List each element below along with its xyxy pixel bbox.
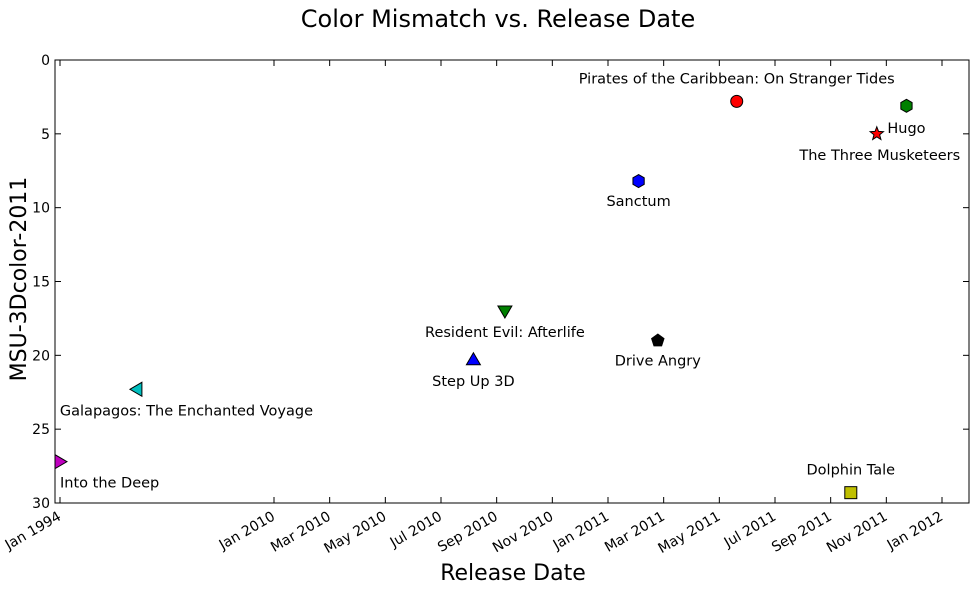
y-tick-label: 5: [41, 127, 50, 143]
y-tick-label: 30: [32, 496, 50, 512]
x-tick-label: Jan 1994: [2, 509, 64, 554]
marker-triangle-up: [465, 351, 482, 366]
point-label: Sanctum: [606, 194, 670, 210]
x-tick-label: Sep 2010: [435, 509, 501, 556]
chart-title: Color Mismatch vs. Release Date: [301, 5, 695, 33]
point-label: Galapagos: The Enchanted Voyage: [60, 403, 313, 419]
point-label: Dolphin Tale: [807, 463, 896, 479]
data-points: [54, 94, 913, 500]
plot-area: [54, 59, 970, 504]
marker-triangle-down: [497, 305, 513, 320]
marker-circle: [730, 94, 744, 108]
x-tick-label: Jan 2010: [216, 509, 278, 554]
marker-square: [844, 486, 858, 500]
point-label: Hugo: [887, 121, 925, 137]
marker-hexagon: [900, 98, 913, 113]
x-tick-label: Nov 2011: [824, 509, 890, 557]
point-label: Resident Evil: Afterlife: [425, 325, 585, 341]
x-axis-label: Release Date: [440, 561, 586, 586]
point-label: Step Up 3D: [432, 374, 514, 390]
x-tick-label: May 2011: [656, 509, 724, 557]
y-tick-label: 15: [32, 275, 50, 291]
x-tick-label: Nov 2010: [490, 509, 556, 557]
point-label: Into the Deep: [60, 476, 159, 492]
marker-triangle-right: [54, 453, 68, 470]
x-tick-label: Sep 2011: [769, 509, 835, 556]
x-tick-label: Jan 2011: [550, 509, 612, 554]
x-tick-label: Jan 2012: [884, 509, 946, 554]
marker-star: [868, 125, 885, 141]
y-tick-label: 20: [32, 348, 50, 364]
point-labels: Into the Deep Galapagos: The Enchanted Vo…: [60, 71, 960, 491]
y-tick-label: 0: [41, 53, 50, 69]
marker-triangle-left: [128, 381, 143, 398]
marker-pentagon: [651, 333, 665, 347]
point-label: The Three Musketeers: [798, 148, 960, 164]
y-axis: 0 5 10 15 20 25 30: [32, 53, 969, 512]
y-tick-label: 25: [32, 422, 50, 438]
marker-hexagon: [632, 174, 645, 189]
point-label: Drive Angry: [615, 354, 702, 370]
point-label: Pirates of the Caribbean: On Stranger Ti…: [579, 71, 895, 87]
x-tick-label: May 2010: [322, 509, 390, 557]
y-axis-label: MSU-3Dcolor-2011: [7, 177, 32, 382]
y-tick-label: 10: [32, 201, 50, 217]
